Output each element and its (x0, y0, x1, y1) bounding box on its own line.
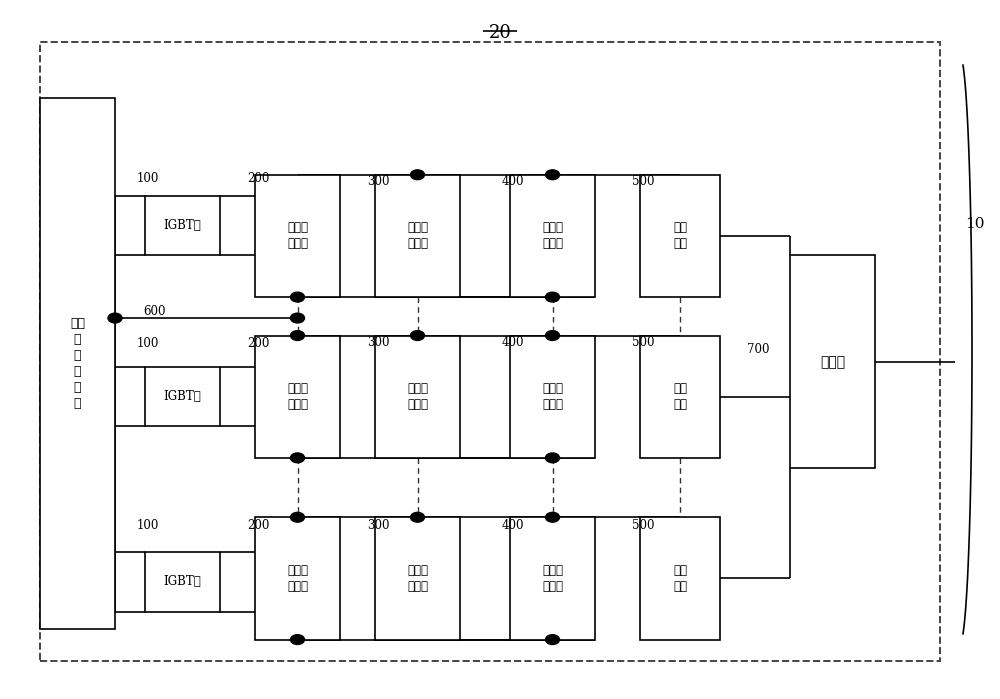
Text: 100: 100 (137, 338, 159, 350)
Bar (375, 175, 460, 297)
Bar (790, 255, 875, 468)
Text: 600: 600 (144, 305, 166, 317)
Circle shape (290, 512, 304, 522)
Text: 500: 500 (632, 175, 654, 188)
Text: 400: 400 (502, 336, 524, 349)
Circle shape (546, 170, 560, 180)
Text: 500: 500 (632, 519, 654, 532)
Text: 400: 400 (502, 175, 524, 188)
Text: 100: 100 (137, 519, 159, 532)
Circle shape (411, 512, 424, 522)
Circle shape (546, 453, 560, 463)
Bar (145, 552, 220, 612)
Bar (375, 517, 460, 640)
Text: 200: 200 (247, 338, 269, 350)
Text: 发光
组件: 发光 组件 (673, 564, 687, 593)
Text: 发光
组件: 发光 组件 (673, 222, 687, 250)
Text: IGBT管: IGBT管 (164, 219, 201, 232)
Bar (145, 367, 220, 426)
Circle shape (108, 313, 122, 323)
Bar (510, 336, 595, 458)
Text: 第二均
压电路: 第二均 压电路 (542, 564, 563, 593)
Text: 自动切
换电路: 自动切 换电路 (407, 222, 428, 250)
Bar (510, 517, 595, 640)
Text: 500: 500 (632, 336, 654, 349)
Text: 400: 400 (502, 519, 524, 532)
Circle shape (546, 331, 560, 340)
Bar (375, 336, 460, 458)
Text: 300: 300 (367, 336, 389, 349)
Circle shape (290, 635, 304, 644)
Text: 200: 200 (247, 519, 269, 532)
Text: 200: 200 (247, 172, 269, 185)
Text: 第一均
压电路: 第一均 压电路 (287, 382, 308, 411)
Circle shape (546, 292, 560, 302)
Text: IGBT管: IGBT管 (164, 575, 201, 589)
Bar (255, 517, 340, 640)
Circle shape (546, 512, 560, 522)
Text: 第一均
压电路: 第一均 压电路 (287, 564, 308, 593)
Text: 300: 300 (367, 175, 389, 188)
Circle shape (411, 331, 424, 340)
Text: 自动切
换电路: 自动切 换电路 (407, 382, 428, 411)
Bar (510, 175, 595, 297)
Circle shape (290, 453, 304, 463)
Text: 自动切
换电路: 自动切 换电路 (407, 564, 428, 593)
Bar (255, 336, 340, 458)
Circle shape (290, 292, 304, 302)
Text: IGBT管: IGBT管 (164, 390, 201, 403)
Bar (145, 196, 220, 255)
Bar (255, 175, 340, 297)
Text: 控制器: 控制器 (820, 354, 845, 369)
Text: 20: 20 (489, 24, 511, 43)
Circle shape (546, 635, 560, 644)
Text: 第二均
压电路: 第二均 压电路 (542, 222, 563, 250)
Text: 700: 700 (747, 343, 769, 356)
Circle shape (411, 170, 424, 180)
Bar (640, 517, 720, 640)
Bar (640, 175, 720, 297)
Text: 300: 300 (367, 519, 389, 532)
Text: 第一均
压电路: 第一均 压电路 (287, 222, 308, 250)
Circle shape (290, 331, 304, 340)
Text: 发光
组件: 发光 组件 (673, 382, 687, 411)
Text: 第二均
压电路: 第二均 压电路 (542, 382, 563, 411)
Circle shape (290, 313, 304, 323)
Bar (40, 42, 940, 661)
Bar (40, 98, 115, 629)
Text: 100: 100 (137, 172, 159, 185)
Text: 10: 10 (965, 217, 984, 231)
Bar (640, 336, 720, 458)
Text: 脉冲
宽
度
调
制
器: 脉冲 宽 度 调 制 器 (70, 317, 85, 410)
